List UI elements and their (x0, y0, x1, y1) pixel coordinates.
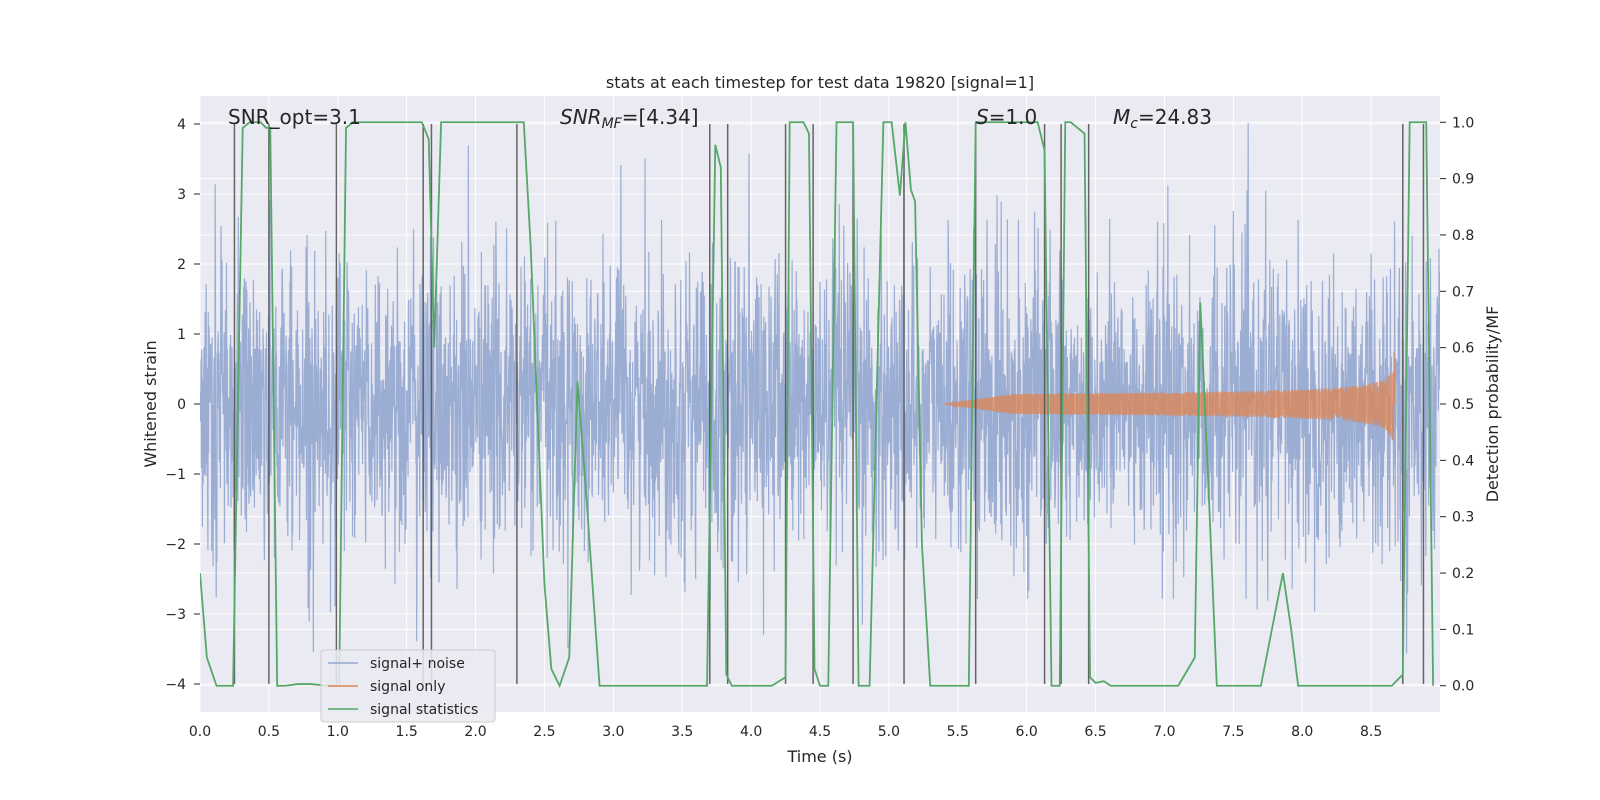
s-value: =1.0 (989, 105, 1038, 129)
legend-label-signal-statistics: signal statistics (370, 702, 478, 718)
x-tick-label: 7.0 (1153, 724, 1175, 740)
y-tick-label-left: −1 (165, 467, 186, 483)
signal-only-layer (943, 351, 1396, 441)
x-tick-label: 6.5 (1084, 724, 1106, 740)
y-tick-label-right: 0.3 (1452, 510, 1474, 526)
y-tick-label-left: −4 (165, 677, 186, 693)
annotation-snr-mf: SNRMF=[4.34] (560, 105, 699, 132)
x-tick-label: 1.0 (327, 724, 349, 740)
x-tick-label: 0.5 (258, 724, 280, 740)
x-tick-label: 5.0 (878, 724, 900, 740)
signal-statistics-line (200, 121, 1435, 689)
x-tick-label: 4.5 (809, 724, 831, 740)
y-tick-label-right: 0.7 (1452, 284, 1474, 300)
y-tick-label-right: 1.0 (1452, 115, 1474, 131)
legend-box (320, 649, 496, 723)
snr-mf-label: SNR (560, 105, 602, 129)
x-tick-label: 4.0 (740, 724, 762, 740)
snr-mf-value: =[4.34] (622, 105, 699, 129)
y-axis-label-right: Detection probability/MF (1483, 306, 1502, 503)
mc-label: M (1113, 105, 1130, 129)
s-label: S (976, 105, 989, 129)
chart-title: stats at each timestep for test data 198… (606, 73, 1034, 92)
legend-label-signal-only: signal only (370, 679, 445, 695)
signal-noise-line (200, 122, 1440, 654)
snr-mf-subscript: MF (602, 116, 623, 132)
x-tick-label: 3.5 (671, 724, 693, 740)
x-tick-label: 6.0 (1016, 724, 1038, 740)
x-tick-label: 0.0 (189, 724, 211, 740)
x-tick-label: 3.0 (602, 724, 624, 740)
y-tick-label-left: −2 (165, 537, 186, 553)
x-tick-label: 1.5 (396, 724, 418, 740)
signal-noise-layer (200, 122, 1440, 654)
annotation-s: S=1.0 (976, 105, 1037, 129)
signal-statistics-layer (200, 121, 1435, 689)
y-tick-label-left: 3 (177, 187, 186, 203)
y-tick-label-left: −3 (165, 607, 186, 623)
y-axis-label-left: Whitened strain (141, 340, 160, 467)
x-axis-label: Time (s) (786, 747, 852, 766)
signal-only-line (943, 351, 1396, 441)
mc-value: =24.83 (1138, 105, 1212, 129)
y-tick-label-right: 0.5 (1452, 397, 1474, 413)
y-tick-label-right: 0.6 (1452, 341, 1474, 357)
y-tick-label-left: 2 (177, 257, 186, 273)
y-tick-label-left: 1 (177, 327, 186, 343)
y-tick-label-right: 0.1 (1452, 622, 1474, 638)
y-tick-label-right: 0.4 (1452, 453, 1474, 469)
x-tick-label: 2.0 (464, 724, 486, 740)
y-tick-label-right: 0.8 (1452, 228, 1474, 244)
legend: signal+ noise signal only signal statist… (320, 649, 496, 723)
x-tick-label: 8.5 (1360, 724, 1382, 740)
y-tick-label-left: 0 (177, 397, 186, 413)
x-tick-label: 2.5 (533, 724, 555, 740)
y-tick-label-left: 4 (177, 117, 186, 133)
y-tick-label-right: 0.2 (1452, 566, 1474, 582)
ticks: 0.0 0.5 1.0 1.5 2.0 2.5 3.0 3.5 4.0 4.5 5.0 5.5 6.0 6… (165, 115, 1474, 740)
x-tick-label: 8.0 (1291, 724, 1313, 740)
mc-subscript: c (1130, 116, 1138, 132)
x-tick-label: 7.5 (1222, 724, 1244, 740)
legend-label-signal-noise: signal+ noise (370, 656, 465, 672)
x-tick-label: 5.5 (947, 724, 969, 740)
y-tick-label-right: 0.0 (1452, 679, 1474, 695)
annotation-snr-opt: SNR_opt=3.1 (228, 105, 361, 129)
annotation-mc: Mc=24.83 (1113, 105, 1212, 132)
y-tick-label-right: 0.9 (1452, 172, 1474, 188)
